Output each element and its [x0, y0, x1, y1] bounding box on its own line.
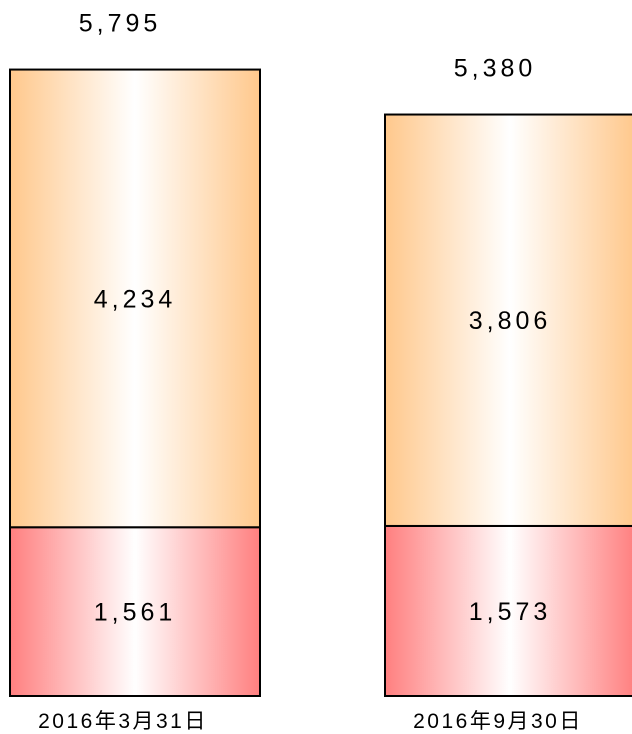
total-value-label-1: 5,795: [79, 10, 162, 38]
bars-group: [9, 68, 632, 698]
category-label-1: 2016年3月31日: [38, 710, 208, 733]
total-value-label-2: 5,380: [454, 55, 537, 83]
bar-segment-upper-2: [384, 113, 632, 527]
bar-segment-lower-1: [9, 526, 261, 698]
bar-segment-upper-1: [9, 68, 261, 529]
bar-segment-lower-2: [384, 524, 632, 697]
segment-value-label-lower-1: 1,561: [94, 599, 177, 627]
segment-value-label-lower-2: 1,573: [469, 598, 552, 626]
labels-group: 1,561 4,234 5,795 2016年3月31日 1,573 3,806 5,380…: [38, 10, 583, 733]
category-label-2: 2016年9月30日: [413, 710, 583, 733]
segment-value-label-upper-1: 4,234: [94, 285, 177, 313]
segment-value-label-upper-2: 3,806: [469, 307, 552, 335]
